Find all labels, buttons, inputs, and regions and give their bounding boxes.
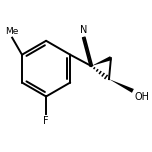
Text: N: N [80,25,87,35]
Polygon shape [109,79,134,93]
Text: F: F [43,116,49,126]
Polygon shape [91,56,112,66]
Text: Me: Me [5,27,18,36]
Text: OH: OH [135,92,150,102]
